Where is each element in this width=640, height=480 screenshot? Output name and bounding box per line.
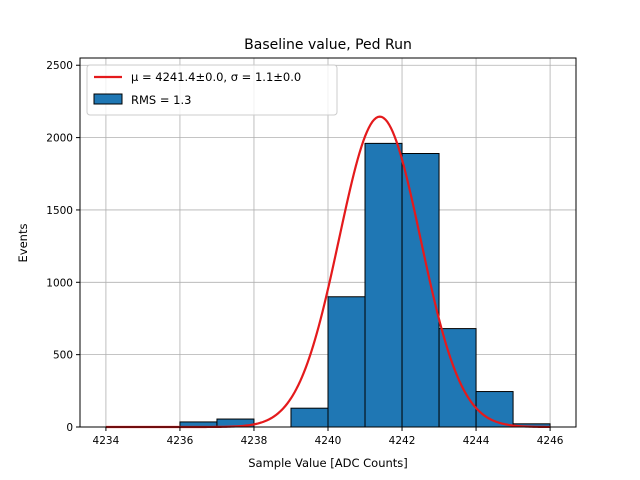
chart-title: Baseline value, Ped Run (244, 37, 412, 53)
x-tick-label: 4234 (93, 435, 120, 447)
y-tick-label: 1500 (46, 205, 73, 217)
histogram-bar (401, 153, 440, 428)
y-tick-label: 2500 (46, 60, 73, 72)
x-tick-label: 4238 (241, 435, 268, 447)
y-tick-label: 2000 (46, 133, 73, 145)
legend-fit-label: μ = 4241.4±0.0, σ = 1.1±0.0 (131, 70, 301, 84)
y-axis-ticks: 0 500 1000 1500 2000 2500 (46, 60, 80, 434)
x-axis-label: Sample Value [ADC Counts] (248, 456, 408, 470)
x-tick-label: 4236 (167, 435, 194, 447)
histogram-bar (364, 142, 403, 428)
legend-rms-label: RMS = 1.3 (131, 93, 191, 107)
x-axis-ticks: 4234 4236 4238 4240 4242 4244 4246 (93, 427, 564, 447)
legend: μ = 4241.4±0.0, σ = 1.1±0.0 RMS = 1.3 (86, 64, 338, 116)
legend-box (86, 64, 338, 116)
y-tick-label: 1000 (46, 277, 73, 289)
y-tick-label: 0 (66, 422, 73, 434)
y-tick-label: 500 (53, 350, 73, 362)
histogram-bar (290, 407, 329, 428)
x-tick-label: 4240 (315, 435, 342, 447)
x-tick-label: 4242 (389, 435, 416, 447)
x-tick-label: 4246 (537, 435, 564, 447)
x-tick-label: 4244 (463, 435, 490, 447)
legend-rms-patch-swatch (93, 93, 123, 105)
y-axis-label: Events (16, 224, 30, 263)
histogram-bar (327, 296, 366, 428)
